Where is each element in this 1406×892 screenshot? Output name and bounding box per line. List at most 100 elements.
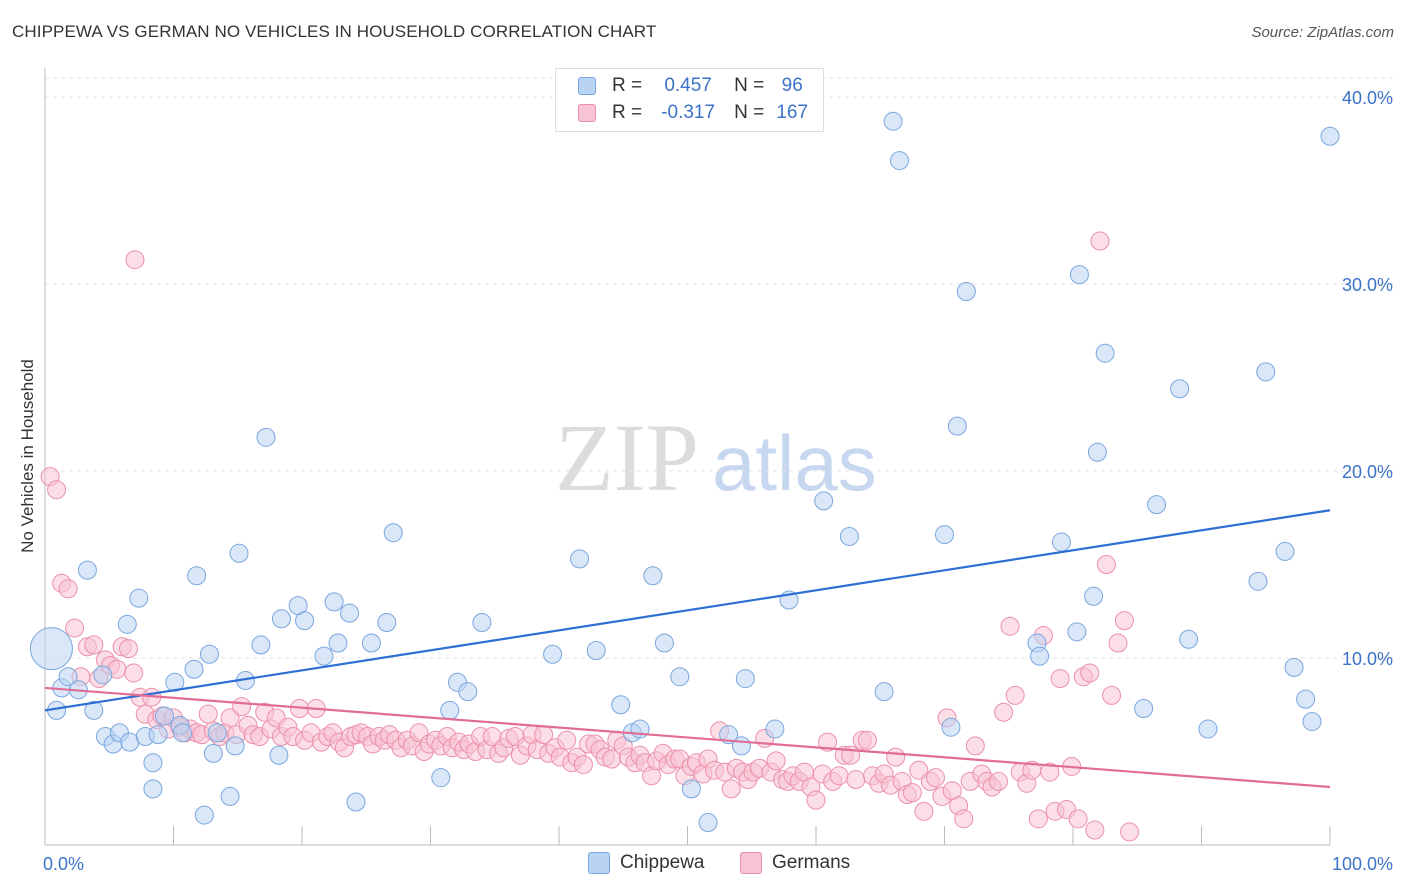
chippewa-point bbox=[1147, 495, 1167, 515]
chippewa-point bbox=[883, 111, 903, 131]
chippewa-point bbox=[29, 627, 73, 671]
chippewa-point bbox=[654, 633, 674, 653]
n-value: 167 bbox=[776, 102, 809, 123]
germans-point bbox=[220, 708, 240, 728]
germans-point bbox=[1114, 611, 1134, 631]
chippewa-point bbox=[731, 736, 751, 756]
chippewa-point bbox=[324, 592, 344, 612]
chippewa-point bbox=[440, 700, 460, 720]
germans-point bbox=[1102, 685, 1122, 705]
chippewa-point bbox=[1302, 712, 1322, 732]
watermark-atlas: atlas bbox=[712, 419, 877, 507]
r-value: 0.457 bbox=[664, 75, 712, 96]
r-label: R = bbox=[612, 102, 643, 123]
germans-trend-line bbox=[44, 686, 1331, 789]
chippewa-point bbox=[207, 723, 227, 743]
chippewa-swatch bbox=[578, 77, 596, 95]
chippewa-point bbox=[1087, 442, 1107, 462]
n-label: N = bbox=[734, 75, 765, 96]
germans-point bbox=[557, 730, 577, 750]
chippewa-point bbox=[256, 427, 276, 447]
germans-point bbox=[65, 618, 85, 638]
chippewa-point bbox=[1256, 362, 1276, 382]
chippewa-point bbox=[58, 667, 78, 687]
chippewa-point bbox=[155, 706, 175, 726]
germans-point bbox=[926, 768, 946, 788]
chippewa-point bbox=[77, 560, 97, 580]
legend-row-chippewa: R = 0.457 N = 96 bbox=[578, 73, 814, 99]
germans-point bbox=[818, 732, 838, 752]
chippewa-point bbox=[611, 695, 631, 715]
chippewa-point bbox=[1067, 622, 1087, 642]
germans-point bbox=[954, 809, 974, 829]
germans-swatch bbox=[740, 852, 762, 874]
germans-point bbox=[125, 250, 145, 270]
germans-point bbox=[124, 663, 144, 683]
chippewa-point bbox=[935, 525, 954, 545]
chippewa-point bbox=[271, 609, 291, 629]
germans-point bbox=[914, 801, 934, 821]
germans-point bbox=[47, 480, 67, 500]
germans-point bbox=[829, 766, 849, 786]
germans-point bbox=[1000, 616, 1020, 636]
chippewa-point bbox=[670, 667, 690, 687]
germans-point bbox=[1050, 669, 1070, 689]
chippewa-point bbox=[458, 682, 478, 702]
chippewa-point bbox=[269, 745, 289, 765]
chippewa-point bbox=[1284, 657, 1304, 677]
chippewa-point bbox=[187, 566, 207, 586]
y-tick-label: 20.0% bbox=[1342, 462, 1393, 482]
chippewa-point bbox=[295, 611, 315, 631]
chippewa-point bbox=[956, 281, 976, 301]
germans-point bbox=[58, 579, 78, 599]
chippewa-point bbox=[874, 682, 894, 702]
germans-point bbox=[1096, 555, 1116, 574]
chippewa-point bbox=[765, 719, 785, 739]
germans-point bbox=[1120, 822, 1140, 842]
germans-point bbox=[1085, 820, 1105, 840]
chippewa-point bbox=[1069, 265, 1089, 285]
germans-point bbox=[806, 790, 826, 810]
chippewa-point bbox=[643, 566, 663, 586]
chippewa-point bbox=[1248, 571, 1268, 591]
trend-lines bbox=[44, 509, 1331, 789]
germans-point bbox=[994, 702, 1014, 722]
legend-item-germans: Germans bbox=[740, 852, 850, 874]
chippewa-point bbox=[148, 725, 168, 745]
chippewa-point bbox=[1170, 379, 1190, 399]
chippewa-point bbox=[361, 633, 381, 653]
chippewa-point bbox=[172, 723, 192, 743]
chippewa-point bbox=[1134, 698, 1154, 718]
germans-point bbox=[965, 736, 985, 756]
chippewa-point bbox=[203, 743, 223, 763]
chippewa-point bbox=[117, 614, 137, 634]
chart-title: CHIPPEWA VS GERMAN NO VEHICLES IN HOUSEH… bbox=[12, 22, 657, 41]
y-tick-label: 10.0% bbox=[1342, 649, 1393, 669]
y-tick-label: 40.0% bbox=[1342, 88, 1393, 108]
chippewa-point bbox=[346, 792, 366, 812]
chippewa-point bbox=[1320, 126, 1340, 146]
chippewa-point bbox=[431, 768, 451, 788]
chippewa-point bbox=[1084, 586, 1104, 606]
germans-point bbox=[846, 770, 866, 790]
germans-point bbox=[573, 755, 593, 775]
n-label: N = bbox=[734, 102, 765, 123]
chippewa-point bbox=[143, 779, 163, 799]
legend-label-chippewa: Chippewa bbox=[620, 852, 705, 873]
axes bbox=[44, 68, 1331, 846]
chippewa-point bbox=[941, 717, 961, 737]
grid-lines bbox=[45, 77, 1395, 659]
tick-labels: 10.0% 20.0% 30.0% 40.0% 0.0% 100.0% bbox=[43, 88, 1393, 874]
chippewa-point bbox=[1179, 629, 1199, 649]
germans-point bbox=[1028, 809, 1048, 829]
chippewa-point bbox=[570, 549, 590, 569]
chippewa-trend-line bbox=[44, 509, 1331, 712]
chippewa-point bbox=[1095, 343, 1115, 363]
germans-point bbox=[1080, 663, 1100, 683]
chippewa-point bbox=[543, 644, 563, 664]
y-tick-label: 30.0% bbox=[1342, 275, 1393, 295]
chippewa-point bbox=[698, 813, 718, 833]
chippewa-point bbox=[735, 669, 755, 689]
chippewa-point bbox=[1030, 646, 1050, 666]
